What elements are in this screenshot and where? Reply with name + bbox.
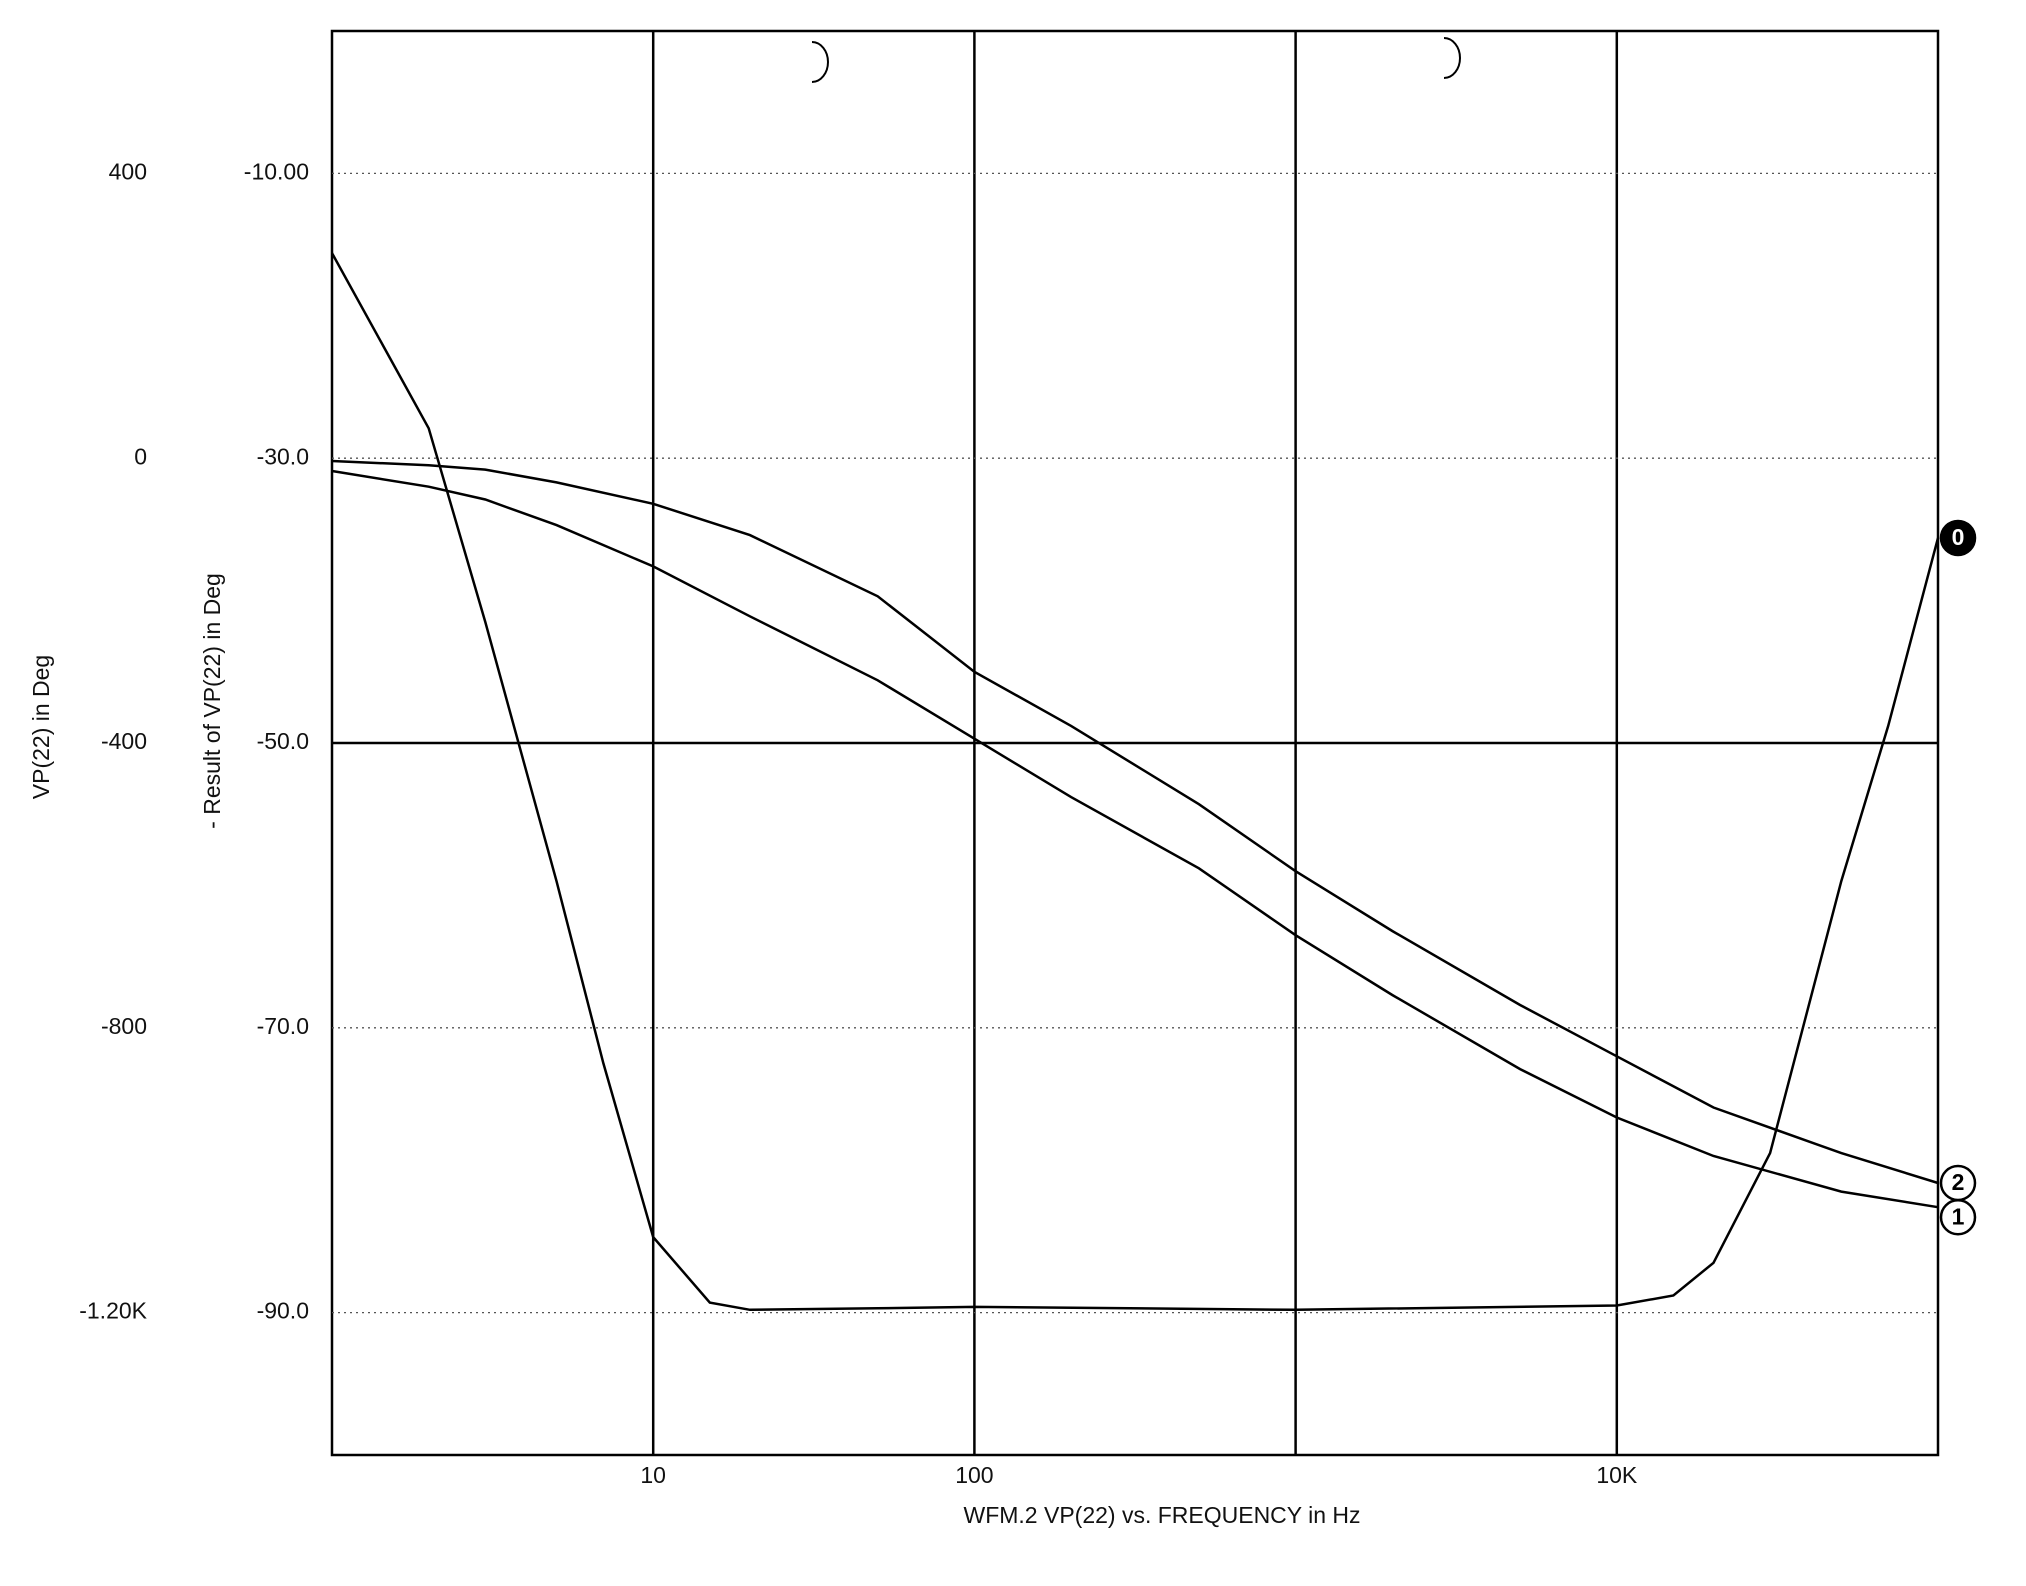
y2-tick-label: -50.0 [257,728,309,754]
y2-tick-label: -70.0 [257,1013,309,1039]
x-tick-label: 10 [640,1462,666,1488]
series-line [331,469,1939,1209]
y-tick-label: -400 [101,728,147,754]
legend-label: 1 [1952,1203,1965,1229]
y2-tick-label: -10.00 [244,158,309,184]
y-tick-label: -800 [101,1013,147,1039]
legend-label: 2 [1952,1169,1965,1195]
x-axis-title: WFM.2 VP(22) vs. FREQUENCY in Hz [963,1502,1360,1528]
x-tick-label: 100 [955,1462,993,1488]
y-tick-label: 400 [109,158,147,184]
series-end-marker [1939,519,1977,557]
series-line [330,252,1940,1312]
legend-label: 0 [1952,524,1965,550]
series-line [331,459,1939,1185]
y2-tick-label: -30.0 [257,443,309,469]
y-axis-title: VP(22) in Deg [28,655,54,799]
y-tick-label: -1.20K [79,1298,147,1324]
cursor-mark [1443,37,1461,79]
y-tick-label: 0 [134,443,147,469]
y2-tick-label: -90.0 [257,1298,309,1324]
series-end-marker [1939,1164,1977,1202]
cursor-mark [811,41,829,83]
x-tick-label: 10K [1596,1462,1638,1488]
y2-axis-title: - Result of VP(22) in Deg [199,573,225,829]
